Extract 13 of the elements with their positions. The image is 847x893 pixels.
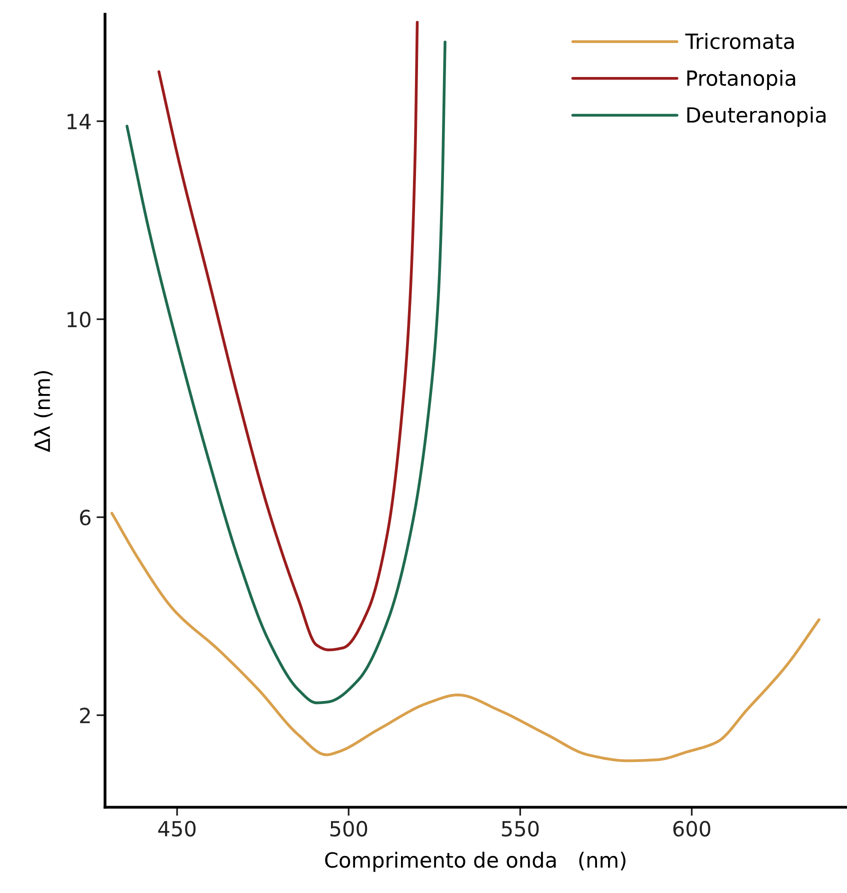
legend-label: Tricromata — [685, 33, 794, 50]
x-axis-title: Comprimento de onda (nm) — [325, 852, 626, 872]
x-tick-label: 500 — [330, 820, 368, 837]
legend-label: Deuteranopia — [687, 106, 826, 127]
y-tick-label: 2 — [80, 708, 90, 724]
legend-label: Protanopia — [687, 70, 796, 90]
y-tick-label: 6 — [80, 510, 91, 526]
y-tick-label: 10 — [68, 312, 90, 328]
y-axis-title: Δλ (nm) — [34, 371, 53, 452]
y-tick-label: 14 — [68, 114, 91, 130]
x-tick-label: 550 — [502, 820, 539, 837]
x-tick-label: 450 — [158, 820, 196, 837]
x-tick-label: 600 — [673, 820, 710, 837]
